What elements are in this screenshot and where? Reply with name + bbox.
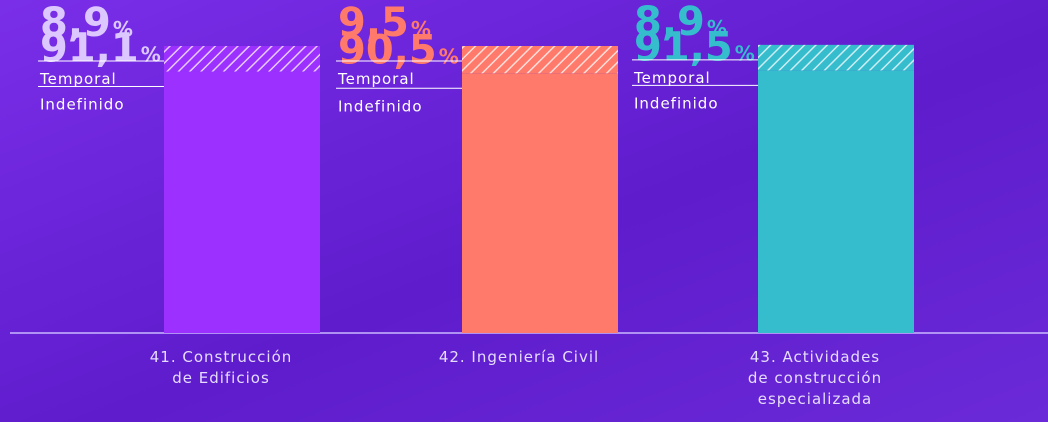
category-label: de Edificios — [172, 369, 270, 387]
category-label: 43. Actividades — [750, 348, 880, 366]
value-number: 8,9 — [634, 0, 705, 45]
value-unit: % — [707, 16, 727, 40]
bar-segment — [758, 44, 914, 71]
value-unit: % — [735, 41, 755, 65]
value-label: 9,5% — [338, 0, 431, 46]
series-label: Indefinido — [338, 97, 423, 115]
value-unit: % — [411, 17, 431, 41]
series-label: Indefinido — [634, 94, 719, 112]
value-label: 8,9% — [40, 0, 133, 46]
category-label: 42. Ingeniería Civil — [439, 348, 599, 366]
category-label: 41. Construcción — [150, 348, 293, 366]
value-number: 91,5 — [634, 24, 733, 70]
value-number: 8,9 — [40, 0, 111, 46]
bar-segment — [462, 73, 618, 333]
category-label: de construcción — [748, 369, 882, 387]
value-unit: % — [113, 17, 133, 41]
value-unit: % — [141, 43, 161, 67]
series-label: Temporal — [39, 70, 117, 88]
value-number: 90,5 — [338, 27, 437, 73]
value-label: 91,5% — [634, 24, 755, 70]
value-unit: % — [439, 44, 459, 68]
bar-segment — [758, 70, 914, 334]
value-number: 91,1 — [40, 26, 139, 72]
value-label: 90,5% — [338, 27, 459, 73]
bar-segment — [164, 71, 320, 333]
value-label: 8,9% — [634, 0, 727, 45]
series-label: Temporal — [337, 70, 415, 88]
series-label: Indefinido — [40, 96, 125, 114]
bar-segment — [462, 46, 618, 74]
value-label: 91,1% — [40, 26, 161, 72]
bar-segment — [164, 46, 320, 72]
series-label: Temporal — [633, 69, 711, 87]
category-label: especializada — [758, 390, 873, 408]
value-number: 9,5 — [338, 0, 409, 46]
